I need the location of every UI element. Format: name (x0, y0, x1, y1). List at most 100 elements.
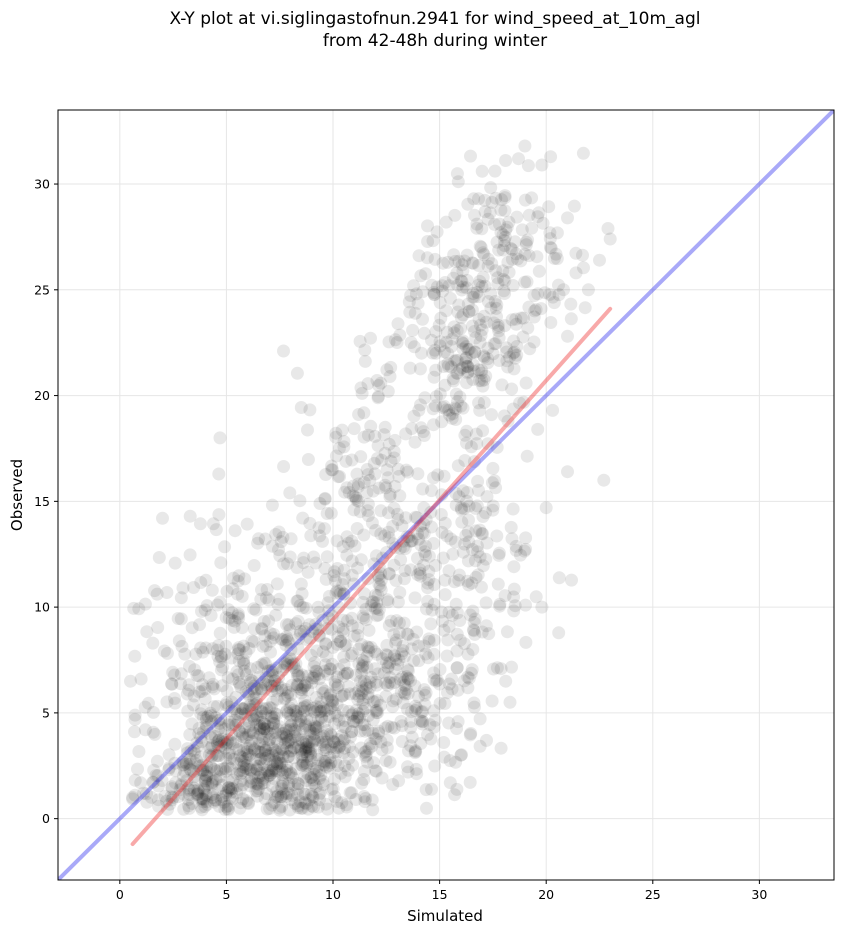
data-point (183, 659, 196, 673)
data-point (218, 741, 232, 755)
data-point (519, 598, 532, 612)
data-point (468, 208, 481, 222)
data-point (319, 637, 333, 651)
data-point (380, 363, 394, 377)
data-point (435, 605, 448, 619)
data-point (475, 374, 489, 388)
data-point (278, 691, 292, 705)
data-point (302, 735, 316, 749)
data-point (421, 728, 434, 742)
data-point (230, 707, 244, 721)
data-point (462, 342, 476, 356)
data-point (148, 584, 162, 598)
data-point (250, 696, 264, 710)
data-point (449, 498, 463, 512)
data-point (294, 710, 308, 724)
data-point (297, 700, 311, 714)
data-point (472, 483, 485, 497)
data-point (188, 746, 202, 760)
data-point (297, 704, 311, 718)
data-point (331, 759, 345, 772)
data-point (215, 790, 229, 804)
data-point (330, 584, 344, 598)
data-point (257, 722, 271, 735)
data-point (378, 529, 392, 543)
data-point (298, 678, 312, 692)
data-point (427, 288, 441, 302)
data-point (318, 714, 332, 728)
data-point (383, 675, 396, 689)
data-point (257, 722, 271, 736)
data-point (433, 296, 447, 310)
data-point (259, 722, 273, 736)
data-point (465, 576, 479, 590)
data-point (505, 252, 519, 266)
data-point (128, 788, 142, 802)
data-point (257, 757, 271, 771)
data-point (393, 541, 407, 555)
data-point (417, 558, 431, 572)
data-point (452, 568, 466, 582)
data-point (221, 759, 235, 773)
data-point (418, 688, 432, 702)
data-point (314, 731, 328, 745)
data-point (345, 647, 359, 660)
data-point (259, 678, 272, 692)
data-point (461, 647, 475, 661)
data-point (435, 415, 449, 429)
data-point (233, 677, 247, 691)
data-point (277, 726, 291, 740)
data-point (359, 792, 373, 805)
data-point (132, 745, 146, 758)
data-point (214, 721, 228, 735)
data-point (361, 690, 375, 704)
data-point (456, 264, 470, 278)
data-point (244, 676, 258, 690)
data-point (468, 324, 481, 338)
data-point (502, 215, 516, 229)
data-point (461, 197, 475, 211)
data-point (196, 763, 210, 777)
data-point (446, 372, 460, 386)
data-point (280, 741, 294, 755)
data-point (383, 755, 397, 769)
data-point (239, 794, 253, 808)
data-point (284, 735, 298, 749)
data-point (230, 767, 244, 781)
data-point (305, 770, 318, 784)
data-point (481, 437, 495, 451)
data-point (336, 689, 350, 703)
data-point (467, 290, 481, 304)
data-point (174, 677, 188, 691)
data-point (450, 661, 464, 675)
data-point (347, 479, 360, 493)
data-point (351, 480, 365, 494)
data-point (409, 510, 422, 524)
data-point (299, 740, 313, 754)
data-point (308, 719, 322, 733)
data-point (359, 748, 373, 762)
data-point (498, 191, 512, 205)
data-point (456, 334, 470, 348)
data-point (212, 733, 226, 747)
data-point (350, 522, 364, 535)
data-point (543, 240, 557, 254)
data-point (456, 545, 470, 559)
data-point (370, 647, 384, 661)
data-point (365, 516, 379, 530)
data-point (492, 548, 506, 562)
data-point (247, 622, 261, 636)
data-point (527, 310, 541, 324)
data-point (233, 783, 247, 796)
data-point (346, 714, 360, 728)
data-point (205, 709, 218, 723)
data-point (278, 736, 292, 750)
data-point (292, 669, 306, 683)
data-point (406, 632, 420, 646)
data-point (329, 449, 343, 463)
data-point (369, 732, 383, 746)
data-point (414, 737, 428, 750)
data-point (529, 303, 543, 317)
data-point (300, 797, 314, 811)
data-point (282, 618, 296, 632)
